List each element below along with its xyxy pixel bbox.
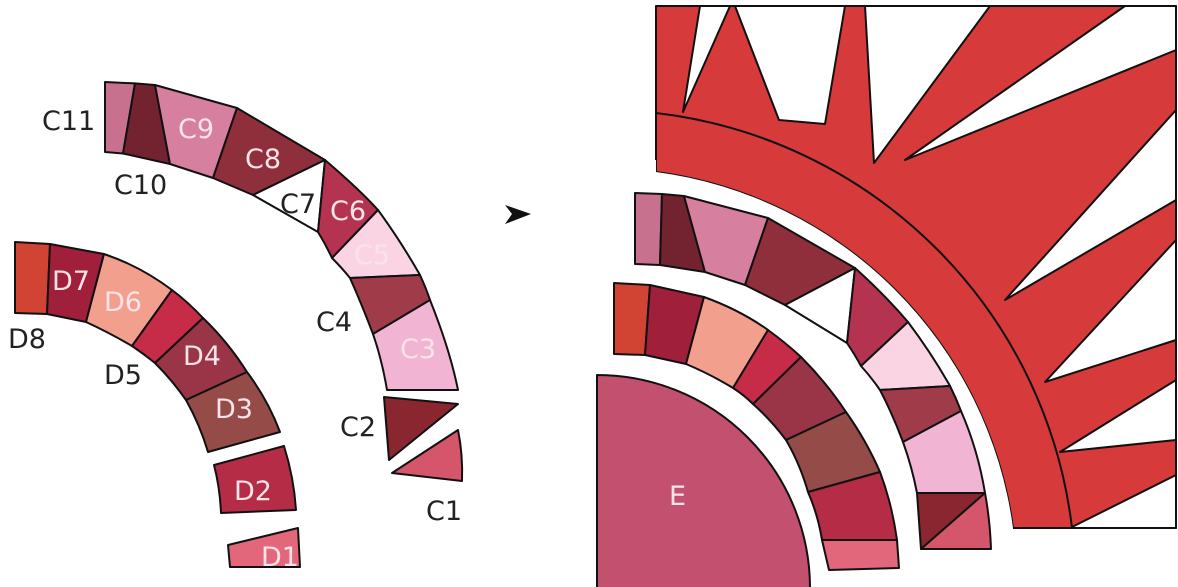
label-d1: D1 xyxy=(261,542,299,573)
label-c4: C4 xyxy=(316,307,352,338)
assembled-block: E xyxy=(596,5,1177,587)
label-d2: D2 xyxy=(234,476,272,507)
label-c7: C7 xyxy=(280,189,316,220)
d-corner-pieces xyxy=(213,445,301,568)
white-spike xyxy=(1004,109,1177,301)
label-c5: C5 xyxy=(354,240,390,271)
arrowhead-right-icon xyxy=(505,205,531,224)
white-spike xyxy=(734,5,846,125)
piece-c1[interactable] xyxy=(391,429,464,482)
label-c10: C10 xyxy=(114,170,167,201)
label-c8: C8 xyxy=(245,144,281,175)
label-c3: C3 xyxy=(400,334,436,365)
exploded-pieces: C11 C10 C9 C8 C7 C6 C5 C4 C3 C2 C1 D8 D7… xyxy=(8,81,464,573)
piece-d2[interactable] xyxy=(213,445,297,514)
label-d7: D7 xyxy=(52,266,90,297)
assembled-c1[interactable] xyxy=(920,492,992,550)
white-spike xyxy=(904,5,1177,161)
piece-d3[interactable] xyxy=(185,371,281,453)
label-c11: C11 xyxy=(42,106,95,137)
white-spike xyxy=(1069,474,1177,529)
white-spike xyxy=(864,5,991,164)
white-spike xyxy=(1059,379,1177,453)
c-arc-band xyxy=(104,81,459,391)
white-spike xyxy=(682,5,731,113)
assembled-d1[interactable] xyxy=(821,539,900,571)
assembled-e[interactable] xyxy=(596,374,811,587)
label-d4: D4 xyxy=(183,341,221,372)
piece-d8[interactable] xyxy=(14,241,51,315)
label-c9: C9 xyxy=(178,114,214,145)
label-d5: D5 xyxy=(104,360,142,391)
label-c1: C1 xyxy=(426,496,462,527)
assembled-d8[interactable] xyxy=(613,282,651,356)
assembled-d-arc xyxy=(613,282,900,571)
label-c6: C6 xyxy=(330,196,366,227)
piece-d1[interactable] xyxy=(227,527,301,568)
label-e: E xyxy=(669,481,686,512)
white-spike xyxy=(1044,239,1177,383)
label-c2: C2 xyxy=(340,412,376,443)
d-arc-band xyxy=(14,241,281,453)
c-corner-pieces xyxy=(383,396,464,482)
label-d8: D8 xyxy=(8,324,46,355)
label-d6: D6 xyxy=(104,287,142,318)
piece-c3[interactable] xyxy=(372,299,459,391)
piece-c2[interactable] xyxy=(383,396,459,461)
assembled-c11[interactable] xyxy=(634,192,663,266)
label-d3: D3 xyxy=(215,394,253,425)
piece-labels-left: C11 C10 C9 C8 C7 C6 C5 C4 C3 C2 C1 D8 D7… xyxy=(8,106,462,573)
assembled-c-arc xyxy=(634,192,992,550)
